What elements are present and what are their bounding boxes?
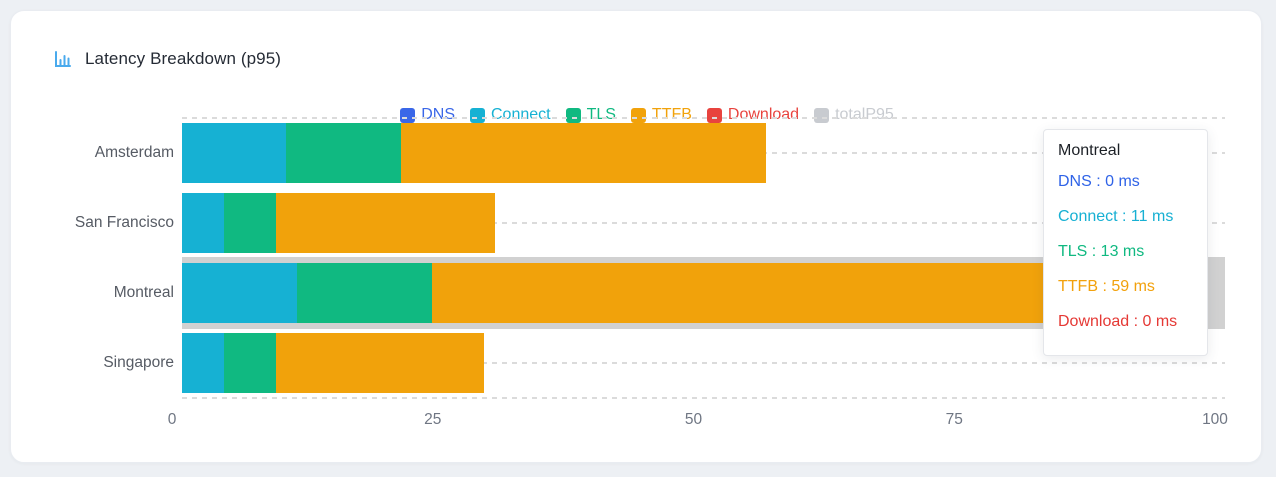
gridline bbox=[182, 222, 1225, 224]
gridline bbox=[182, 397, 1225, 399]
legend-swatch bbox=[469, 107, 485, 123]
legend-label: totalP95 bbox=[835, 106, 894, 123]
tooltip-item-ttfb: TTFB : 59 ms bbox=[1058, 278, 1155, 295]
bar-row[interactable] bbox=[182, 333, 485, 393]
bar-segment-tls[interactable] bbox=[296, 263, 433, 323]
legend-item-tls[interactable]: TLS bbox=[565, 106, 616, 124]
legend-item-ttfb[interactable]: TTFB bbox=[630, 106, 692, 124]
bar-segment-tls[interactable] bbox=[223, 333, 276, 393]
legend-item-dns[interactable]: DNS bbox=[400, 106, 455, 124]
latency-breakdown-card: Latency Breakdown (p95) DNS Connect TLS TTF… bbox=[10, 10, 1262, 463]
gridline bbox=[182, 117, 1225, 119]
tooltip-item-dns: DNS : 0 ms bbox=[1058, 173, 1140, 190]
axis-tick-label: 25 bbox=[424, 411, 442, 428]
bar-segment-ttfb[interactable] bbox=[401, 123, 767, 183]
legend-item-download[interactable]: Download bbox=[706, 106, 800, 124]
axis-tick-label: 50 bbox=[684, 411, 703, 428]
tooltip: Montreal DNS : 0 ms Connect : 11 ms TLS : … bbox=[1043, 129, 1208, 356]
tooltip-items: DNS : 0 ms Connect : 11 ms TLS : 13 ms TTFB… bbox=[1058, 171, 1193, 333]
category-label: Montreal bbox=[113, 284, 174, 301]
page-title: Latency Breakdown (p95) bbox=[85, 49, 282, 68]
legend-item-connect[interactable]: Connect bbox=[469, 106, 551, 124]
axis-tick-label: 100 bbox=[1202, 411, 1228, 428]
legend-label: Connect bbox=[490, 106, 551, 123]
bar-segment-connect[interactable] bbox=[182, 193, 224, 253]
tooltip-item-connect: Connect : 11 ms bbox=[1058, 208, 1174, 225]
bar-chart-icon bbox=[53, 49, 73, 69]
category-label: Amsterdam bbox=[94, 144, 174, 161]
tooltip-item-tls: TLS : 13 ms bbox=[1058, 243, 1145, 260]
bar-segment-tls[interactable] bbox=[286, 123, 402, 183]
card-header: Latency Breakdown (p95) bbox=[53, 47, 281, 71]
bar-segment-ttfb[interactable] bbox=[275, 193, 495, 253]
axis-tick-label: 75 bbox=[945, 411, 963, 428]
bar-segment-ttfb[interactable] bbox=[432, 263, 1048, 323]
legend-item-totalp95[interactable]: totalP95 bbox=[814, 106, 894, 124]
category-label: Singapore bbox=[103, 354, 174, 371]
legend-swatch bbox=[630, 107, 646, 123]
bar-segment-connect[interactable] bbox=[182, 263, 297, 323]
legend-swatch bbox=[706, 107, 722, 123]
legend-label: TLS bbox=[586, 106, 616, 123]
legend-label: Download bbox=[727, 106, 800, 123]
bar-segment-connect[interactable] bbox=[182, 333, 224, 393]
tooltip-item-download: Download : 0 ms bbox=[1058, 313, 1178, 330]
bar-segment-tls[interactable] bbox=[223, 193, 276, 253]
bar-row[interactable] bbox=[182, 193, 495, 253]
bar-row[interactable] bbox=[182, 263, 1048, 323]
axis-tick-label: 0 bbox=[167, 411, 177, 428]
category-label: San Francisco bbox=[74, 214, 174, 231]
bar-segment-ttfb[interactable] bbox=[275, 333, 485, 393]
legend-label: DNS bbox=[421, 106, 455, 123]
legend-swatch bbox=[400, 107, 416, 123]
bar-segment-connect[interactable] bbox=[182, 123, 287, 183]
bar-row[interactable] bbox=[182, 123, 767, 183]
legend-swatch bbox=[814, 107, 830, 123]
legend-swatch bbox=[565, 107, 581, 123]
tooltip-title: Montreal bbox=[1058, 142, 1121, 159]
legend-label: TTFB bbox=[651, 106, 692, 123]
gridline bbox=[182, 362, 1225, 364]
